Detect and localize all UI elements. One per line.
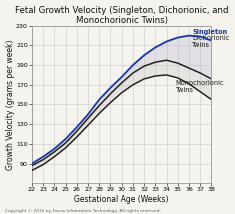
Text: Dichorionic
Twins: Dichorionic Twins	[192, 35, 230, 48]
Text: Monochorionic
Twins: Monochorionic Twins	[176, 80, 224, 93]
Text: Copyright © 2016 by Focus Information Technology. All rights reserved.: Copyright © 2016 by Focus Information Te…	[5, 209, 161, 213]
X-axis label: Gestational Age (Weeks): Gestational Age (Weeks)	[74, 195, 169, 204]
Title: Fetal Growth Velocity (Singleton, Dichorionic, and
Monochorionic Twins): Fetal Growth Velocity (Singleton, Dichor…	[15, 6, 228, 25]
Text: Singleton: Singleton	[192, 29, 228, 35]
Y-axis label: Growth Velocity (grams per week): Growth Velocity (grams per week)	[6, 39, 15, 170]
